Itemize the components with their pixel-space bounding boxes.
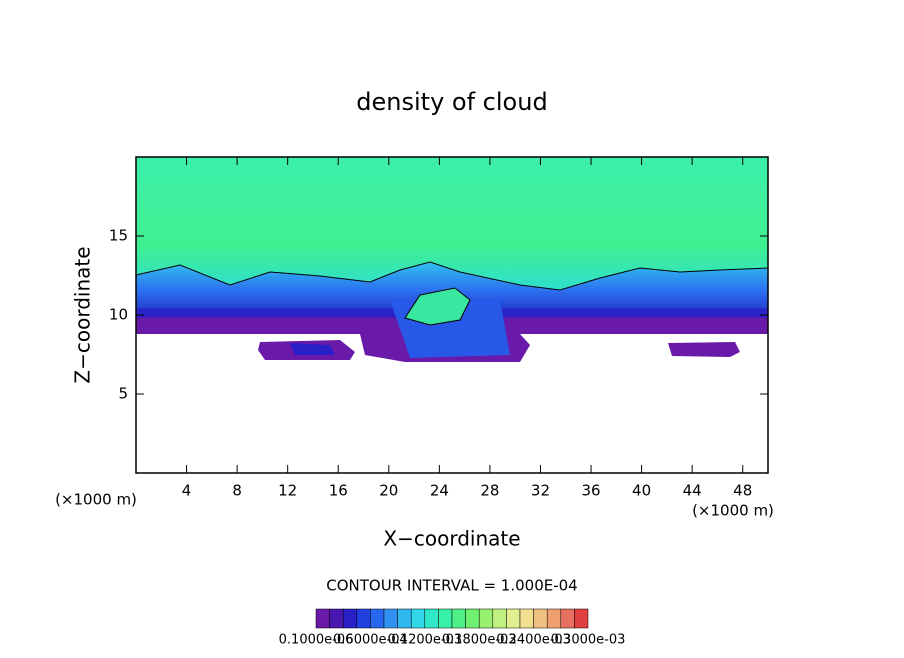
colorbar-swatch <box>342 608 358 629</box>
field-green <box>405 288 470 325</box>
x-tick-label: 32 <box>531 482 550 500</box>
colorbar-swatch <box>478 608 494 629</box>
field <box>136 157 768 362</box>
colorbar-swatch <box>424 608 439 629</box>
y-tick-label: 15 <box>109 227 128 245</box>
colorbar-swatch <box>370 608 385 629</box>
colorbar-label: 0.1000e-06 <box>279 633 354 648</box>
colorbar-swatch <box>574 608 589 629</box>
colorbar-swatch <box>410 608 426 629</box>
colorbar-swatch <box>465 608 480 629</box>
colorbar-label: 0.1800e-03 <box>442 633 517 648</box>
y-unit-label: (×1000 m) <box>55 491 137 509</box>
colorbar-swatch <box>383 608 398 629</box>
colorbar-swatch <box>451 608 466 629</box>
x-tick-label: 44 <box>683 482 702 500</box>
colorbar-swatch <box>533 608 548 629</box>
y-tick-label: 5 <box>118 385 128 403</box>
colorbar-label: 0.2400e-03 <box>496 633 571 648</box>
x-tick-label: 8 <box>232 482 242 500</box>
contour <box>404 287 471 326</box>
colorbar-swatch <box>546 608 562 629</box>
chart-title: density of cloud <box>356 88 547 116</box>
colorbar-swatch <box>560 608 575 629</box>
x-tick-label: 16 <box>329 482 348 500</box>
x-tick-label: 40 <box>632 482 651 500</box>
colorbar-label: 0.3000e-03 <box>551 633 626 648</box>
colorbar-swatch <box>315 608 330 629</box>
x-axis-label: X−coordinate <box>383 527 520 551</box>
colorbar-swatch <box>356 608 371 629</box>
x-tick-label: 36 <box>581 482 600 500</box>
y-axis-label: Z−coordinate <box>71 246 95 383</box>
colorbar-swatch <box>397 608 412 629</box>
x-tick-label: 20 <box>379 482 398 500</box>
contour-interval: CONTOUR INTERVAL = 1.000E-04 <box>326 577 577 595</box>
colorbar-swatch <box>519 608 534 629</box>
colorbar-swatch <box>492 608 507 629</box>
x-tick-label: 12 <box>278 482 297 500</box>
x-tick-label: 4 <box>182 482 192 500</box>
colorbar-label: 0.1200e-03 <box>387 633 462 648</box>
colorbar-label: 0.6000e-04 <box>333 633 408 648</box>
x-tick-label: 48 <box>733 482 752 500</box>
field-blob <box>290 343 335 355</box>
colorbar-swatch <box>329 608 344 629</box>
x-tick-label: 28 <box>480 482 499 500</box>
x-unit-label: (×1000 m) <box>692 502 774 520</box>
x-tick-label: 24 <box>430 482 449 500</box>
field-blob <box>668 342 740 357</box>
colorbar-swatch <box>438 608 453 629</box>
contour <box>136 261 768 291</box>
y-tick-label: 10 <box>109 306 128 324</box>
colorbar-swatch <box>506 608 521 629</box>
